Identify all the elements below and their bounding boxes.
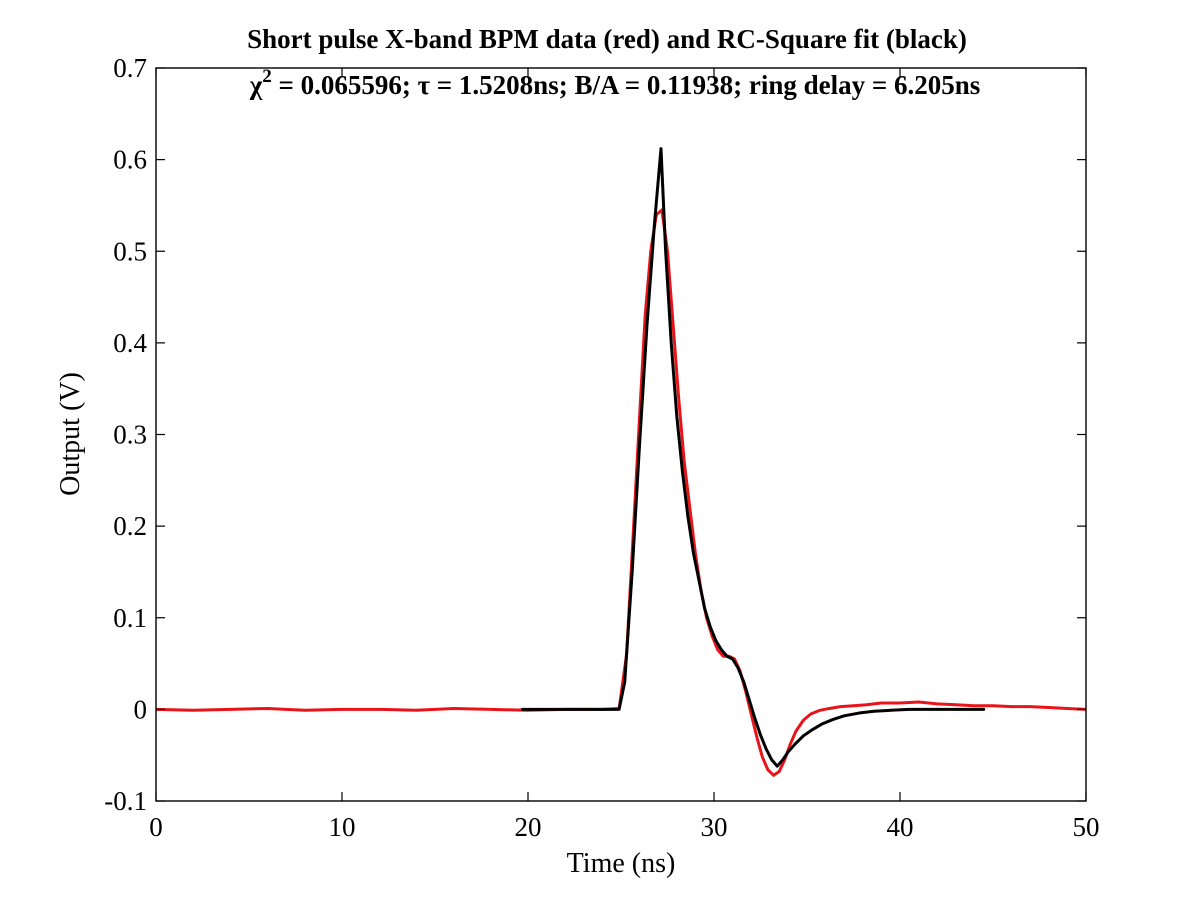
chi-symbol: χ (249, 70, 263, 100)
y-tick-label: 0.3 (113, 420, 147, 450)
tau-symbol: τ (418, 70, 431, 100)
x-tick-label: 40 (887, 812, 914, 842)
y-tick-label: 0.7 (113, 53, 147, 83)
y-tick-label: 0.2 (113, 511, 147, 541)
x-tick-label: 50 (1073, 812, 1100, 842)
x-tick-label: 0 (149, 812, 163, 842)
subtitle-rest: = 1.5208ns; B/A = 0.11938; ring delay = … (430, 70, 980, 100)
series-layer (156, 147, 1086, 777)
x-tick-label: 20 (515, 812, 542, 842)
x-tick-label: 10 (329, 812, 356, 842)
y-tick-label: 0.4 (113, 328, 147, 358)
y-tick-label: 0.1 (113, 603, 147, 633)
x-tick-label: 30 (701, 812, 728, 842)
y-tick-label: 0.6 (113, 145, 147, 175)
x-axis-label: Time (ns) (567, 848, 676, 879)
y-axis-label: Output (V) (55, 372, 86, 496)
chart-title: Short pulse X-band BPM data (red) and RC… (247, 24, 967, 54)
chart-subtitle: χ2 = 0.065596; τ = 1.5208ns; B/A = 0.119… (249, 66, 981, 100)
y-tick-label: 0 (134, 694, 148, 724)
chi-value: = 0.065596; (272, 70, 418, 100)
y-tick-label: 0.5 (113, 236, 147, 266)
ticks-layer: 0 10 20 30 40 50-0.100.10.20.30.40.50.60.7 (104, 53, 1099, 842)
chi-exponent: 2 (262, 66, 272, 87)
series-line-fit-black (520, 147, 986, 768)
y-tick-label: -0.1 (104, 786, 147, 816)
